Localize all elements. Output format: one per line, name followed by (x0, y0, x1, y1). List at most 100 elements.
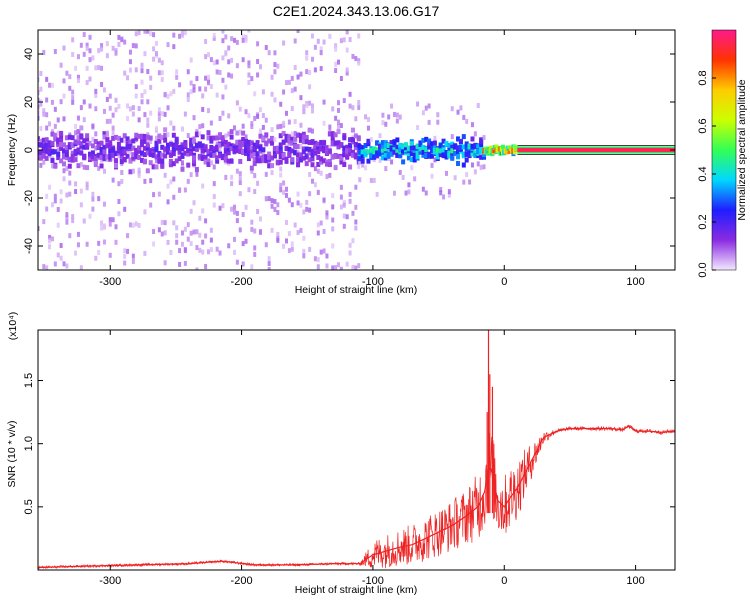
spectrum-cell (476, 161, 480, 167)
spectrum-cell (384, 166, 388, 172)
spectrum-cell (316, 154, 321, 160)
spectrum-cell (330, 153, 335, 159)
spectrum-cell (287, 146, 292, 152)
spectrum-cell (105, 41, 109, 47)
spectrum-cell (148, 148, 153, 154)
spectrum-cell (244, 148, 249, 154)
spectrum-cell (183, 226, 187, 232)
spectrum-cell (366, 125, 370, 131)
spectrum-cell (220, 141, 225, 147)
spectrum-cell (319, 46, 323, 52)
spectrum-cell (281, 130, 286, 136)
spectrum-cell (38, 150, 43, 156)
spectrum-cell (45, 125, 49, 131)
spectrum-cell (249, 145, 254, 151)
spectrum-cell (356, 136, 361, 142)
figure-title: C2E1.2024.343.13.06.G17 (273, 3, 440, 19)
spectrum-cell (284, 146, 289, 152)
spectrum-cell (278, 153, 283, 159)
spectrum-cell (319, 156, 324, 162)
spectrum-cell (140, 68, 144, 74)
spectrum-cell (123, 248, 127, 254)
spectrum-cell (339, 155, 344, 161)
spectrum-cell (342, 199, 346, 205)
spectrum-cell (114, 48, 118, 54)
spectrum-cell (99, 154, 104, 160)
spectrum-cell (128, 222, 132, 228)
spectrum-cell (339, 75, 343, 81)
spectrum-cell (308, 207, 312, 213)
spectrum-cell (172, 44, 176, 50)
spectrum-cell (281, 152, 286, 158)
spectrum-cell (192, 152, 197, 158)
spectrum-cell (70, 135, 75, 141)
spectrum-cell (424, 152, 429, 158)
spectrum-cell (267, 159, 271, 165)
spectrum-cell (273, 69, 277, 75)
spectrum-cell (74, 123, 78, 129)
spectrum-cell (299, 202, 303, 208)
spectrum-cell (384, 121, 388, 127)
spectrum-cell (223, 144, 228, 150)
carrier-band-core (517, 148, 675, 152)
spectrum-cell (438, 152, 443, 158)
spectrum-cell (333, 140, 338, 146)
spectrum-cell (299, 144, 303, 150)
spectrum-cell (353, 141, 358, 147)
spectrum-cell (450, 148, 455, 154)
spectrum-cell (322, 197, 326, 203)
spectrum-cell (354, 184, 358, 190)
spectrum-cell (407, 182, 411, 188)
spectrum-cell (180, 144, 185, 150)
spectrum-cell (479, 138, 484, 144)
colorbar-ticks: 0.0 0.2 0.4 0.6 0.8 (697, 70, 716, 278)
spectrum-cell (143, 89, 147, 95)
spectrum-cell (180, 241, 184, 247)
spectrum-cell (298, 133, 303, 139)
spectrum-cell (169, 120, 173, 126)
spectrum-cell (227, 45, 231, 51)
spectrum-cell (456, 145, 461, 151)
spectrum-cell (284, 186, 288, 192)
spectrum-cell (253, 91, 257, 97)
spectrum-cell (333, 132, 338, 138)
spectrum-cell (409, 145, 414, 151)
spectrum-cell (160, 231, 164, 237)
spectrum-cell (238, 149, 243, 155)
spectrum-cell (453, 150, 458, 156)
spectrum-cell (192, 115, 196, 121)
spectrum-cell (339, 142, 344, 148)
spectrum-cell (76, 242, 80, 248)
spectrum-cell (189, 241, 193, 247)
spectrum-cell (264, 242, 268, 248)
spectrum-cell (74, 130, 78, 136)
spectrum-cell (59, 198, 63, 204)
spectrum-cell (284, 137, 289, 143)
spectrum-cell (114, 107, 118, 113)
spectrum-cell (473, 144, 478, 150)
spectrum-cell (122, 133, 127, 139)
spectrum-cell (142, 145, 147, 151)
spectrum-cell (157, 133, 162, 139)
spectrum-cell (290, 157, 295, 163)
spectrum-cell (296, 152, 301, 158)
spectrum-cell (108, 221, 112, 227)
spectrum-cell (241, 123, 245, 129)
spectrum-cell (88, 57, 92, 63)
spectrum-cell (235, 142, 240, 148)
spectrum-cell (275, 145, 280, 151)
spectrum-cell (146, 99, 150, 105)
spectrum-cell (258, 107, 262, 113)
spectrum-cell (302, 209, 306, 215)
spectrum-cell (284, 80, 288, 86)
spectrum-cell (39, 101, 43, 107)
spectrum-cell (305, 55, 309, 61)
spectrum-cell (290, 148, 295, 154)
spectrum-cell (301, 131, 306, 137)
spectrum-cell (108, 118, 112, 124)
spectrum-cell (126, 75, 130, 81)
spectrum-cell (430, 173, 434, 179)
spectrum-cell (76, 78, 80, 84)
spectrum-cell (255, 140, 260, 146)
spectrum-cell (319, 249, 323, 255)
